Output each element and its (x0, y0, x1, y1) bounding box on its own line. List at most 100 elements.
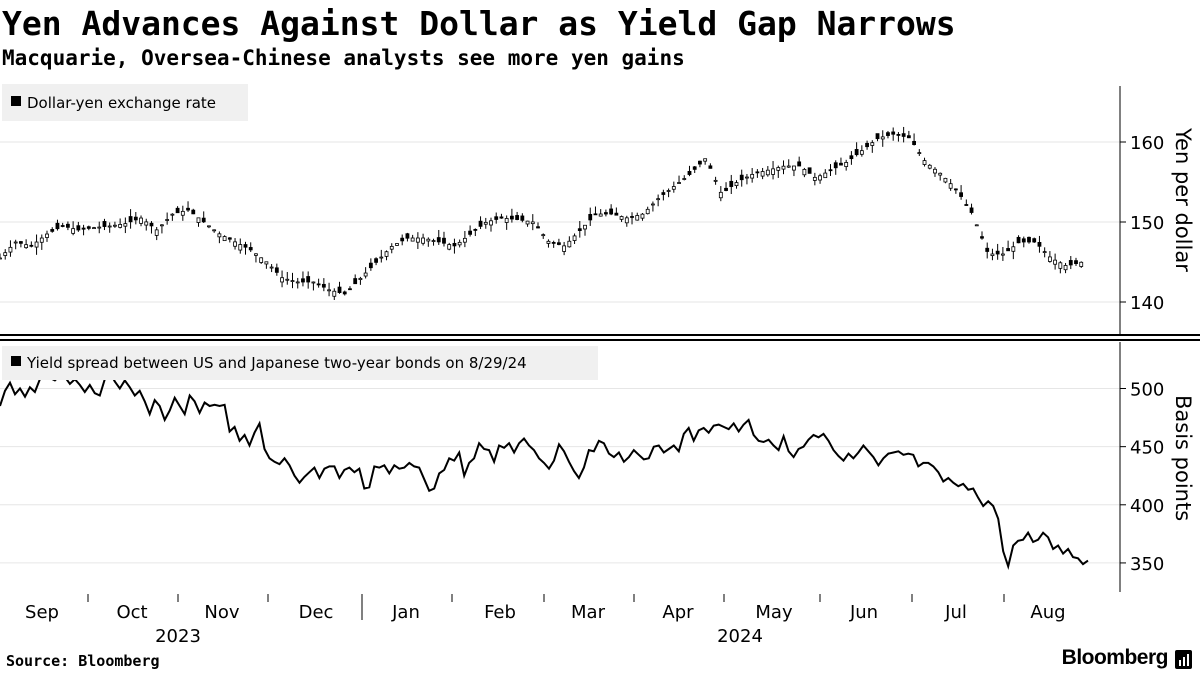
candle-body (1000, 253, 1005, 256)
candle-body (1042, 251, 1047, 254)
candle-body (1027, 236, 1031, 243)
candle-body (1037, 242, 1042, 247)
candle-body (708, 165, 713, 169)
candle-body (259, 257, 264, 263)
candle-body (645, 208, 650, 215)
candle-body (1006, 248, 1011, 252)
candle-body (285, 278, 290, 281)
upper-legend-box (2, 84, 248, 121)
candle-body (755, 171, 760, 174)
candle-body (870, 142, 875, 146)
candle-body (180, 210, 185, 216)
candle-body (1032, 238, 1037, 243)
candle-body (332, 290, 337, 297)
candle-body (609, 208, 614, 215)
candle-body (154, 229, 159, 236)
candle-body (81, 227, 86, 230)
candle-body (473, 229, 478, 231)
candle-body (948, 183, 953, 189)
candle-body (426, 238, 431, 242)
candle-body (765, 169, 770, 176)
candle-body (959, 192, 963, 197)
candle-body (0, 257, 2, 260)
candle-body (985, 247, 990, 252)
candle-body (144, 221, 149, 226)
lower-y-axis: 350 400 450 500 (1119, 342, 1164, 592)
candle-body (1068, 260, 1073, 266)
candle-body (431, 240, 436, 242)
candle-body (1011, 246, 1016, 252)
candle-body (483, 221, 488, 225)
upper-candles (0, 126, 1084, 301)
candle-body (60, 225, 65, 227)
candle-body (66, 223, 70, 228)
candle-body (677, 182, 681, 184)
lower-tick-label: 400 (1130, 496, 1164, 517)
candle-body (128, 216, 133, 223)
candle-body (97, 226, 102, 229)
candle-body (29, 244, 34, 247)
candle-body (274, 267, 279, 273)
candle-body (651, 203, 655, 206)
candle-body (494, 216, 499, 220)
candle-body (797, 161, 802, 167)
upper-legend-label: Dollar-yen exchange rate (27, 94, 216, 112)
candle-body (927, 164, 932, 169)
candle-body (546, 240, 551, 244)
candle-body (374, 258, 378, 263)
candle-body (489, 220, 493, 226)
candle-body (39, 237, 44, 243)
x-tick-label: Mar (571, 602, 606, 623)
candle-body (839, 162, 843, 166)
candle-body (844, 162, 849, 167)
candle-body (671, 186, 676, 190)
candle-body (760, 171, 765, 177)
candle-body (191, 209, 196, 215)
candle-body (290, 280, 295, 282)
candle-body (922, 160, 927, 165)
candle-body (828, 169, 833, 172)
candle-body (635, 215, 640, 221)
candle-body (149, 222, 154, 227)
candle-body (222, 236, 227, 242)
candle-body (468, 230, 473, 235)
candle-body (400, 237, 405, 242)
candle-body (207, 225, 211, 228)
candle-body (536, 226, 540, 229)
upper-tick-label: 160 (1130, 133, 1164, 154)
candle-body (745, 176, 749, 179)
candle-body (525, 220, 530, 225)
x-year-label: 2023 (155, 626, 201, 645)
candle-body (572, 235, 577, 241)
candle-body (447, 244, 452, 250)
x-tick-label: Dec (299, 602, 334, 623)
candle-body (348, 288, 352, 291)
candle-body (1063, 265, 1068, 271)
candle-body (34, 241, 39, 248)
candle-body (76, 225, 81, 231)
candle-body (562, 245, 567, 252)
candle-body (875, 133, 880, 140)
candle-body (71, 228, 76, 234)
candle-body (306, 276, 311, 283)
candle-body (556, 242, 561, 245)
candle-body (379, 256, 384, 259)
chart-canvas: 140 150 160 Dollar-yen exchange rate 350 40… (0, 84, 1200, 645)
candle-body (238, 244, 243, 251)
candle-body (1053, 259, 1058, 265)
bloomberg-terminal-icon (1175, 650, 1192, 669)
candle-body (457, 241, 462, 246)
candle-body (792, 165, 796, 171)
x-year-label: 2024 (717, 626, 763, 645)
candle-body (886, 132, 890, 136)
candle-body (583, 224, 587, 230)
lower-tick-label: 500 (1130, 380, 1164, 401)
candle-body (123, 223, 128, 227)
bloomberg-logo: Bloomberg (1061, 646, 1169, 669)
candle-body (551, 242, 556, 244)
candle-body (713, 179, 718, 182)
candle-body (750, 173, 755, 179)
candle-body (771, 168, 775, 175)
candle-body (24, 244, 29, 249)
upper-y-axis-title: Yen per dollar (1171, 127, 1195, 272)
